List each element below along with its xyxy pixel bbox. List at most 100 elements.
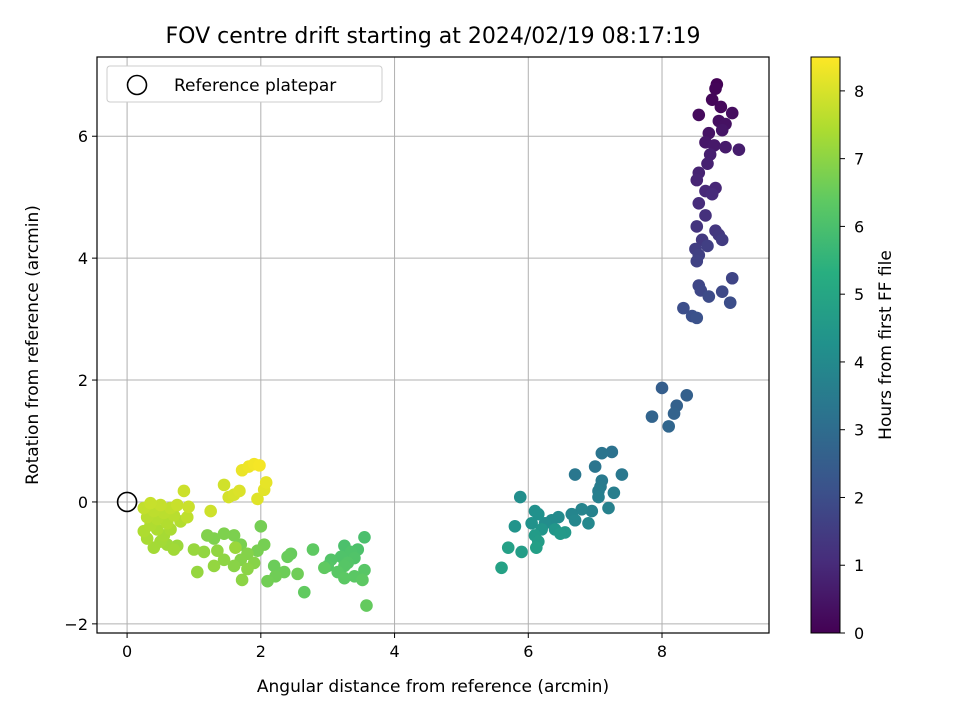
data-point	[261, 574, 274, 588]
y-tick-label: 4	[78, 249, 88, 268]
data-point	[568, 468, 582, 481]
data-point	[229, 541, 242, 554]
data-point	[233, 484, 246, 498]
colorbar-tick-label: 7	[854, 150, 864, 169]
data-point	[251, 544, 264, 558]
colorbar-tick-label: 0	[854, 624, 864, 643]
data-point	[568, 513, 582, 527]
data-point	[170, 498, 184, 512]
data-point	[525, 516, 538, 530]
data-point	[667, 407, 681, 420]
data-point	[251, 492, 264, 506]
colorbar: 0 1 2 3 4 5 6 7 8 Hours from first FF file	[810, 56, 896, 643]
data-point	[532, 507, 545, 521]
colorbar-ticks: 0 1 2 3 4 5 6 7 8	[840, 82, 864, 643]
data-point	[690, 220, 704, 233]
data-point	[356, 573, 369, 587]
y-tick-label: −2	[64, 615, 88, 634]
data-point	[709, 82, 722, 95]
data-point	[699, 209, 712, 222]
data-point	[217, 553, 231, 567]
x-tick-label: 0	[122, 642, 132, 661]
data-point	[204, 504, 217, 518]
data-point	[259, 476, 273, 489]
data-point	[495, 561, 508, 575]
data-point	[360, 599, 373, 612]
data-point	[201, 529, 214, 542]
data-point	[180, 510, 194, 524]
colorbar-tick-label: 3	[854, 421, 864, 440]
data-point	[592, 490, 605, 504]
y-tick-label: 6	[78, 127, 88, 146]
data-point	[575, 502, 589, 516]
x-tick-label: 8	[657, 642, 667, 661]
data-point	[513, 490, 527, 504]
data-point	[702, 290, 716, 303]
data-point	[677, 301, 690, 315]
data-point	[582, 516, 595, 530]
x-axis-ticks: 0 2 4 6 8	[122, 633, 667, 661]
data-point	[692, 108, 706, 122]
data-point	[267, 559, 281, 573]
data-point	[338, 571, 351, 585]
data-point	[515, 545, 528, 559]
legend-box	[106, 65, 383, 103]
data-point	[147, 541, 161, 554]
colorbar-gradient	[810, 56, 841, 634]
data-point	[701, 157, 714, 170]
colorbar-tick-label: 1	[854, 556, 864, 575]
data-point	[358, 563, 371, 577]
legend-entry-label: Reference platepar	[174, 76, 336, 96]
data-point	[235, 573, 249, 587]
data-point	[281, 550, 294, 564]
data-point	[714, 100, 728, 114]
data-point	[680, 388, 694, 402]
y-axis-ticks: −2 0 2 4 6	[64, 127, 97, 634]
colorbar-label: Hours from first FF file	[876, 250, 896, 440]
data-point	[690, 254, 704, 268]
data-point	[723, 296, 737, 309]
data-point	[588, 460, 602, 473]
data-point	[605, 445, 619, 459]
data-point	[655, 381, 669, 395]
data-point	[217, 527, 231, 540]
data-point	[692, 196, 706, 210]
data-point	[705, 187, 719, 201]
data-point	[154, 498, 167, 512]
data-point	[690, 311, 704, 325]
data-point	[187, 543, 201, 556]
data-point	[190, 565, 204, 579]
y-tick-label: 2	[78, 371, 88, 390]
data-point	[167, 543, 181, 556]
grid-lines	[97, 57, 769, 633]
data-point	[607, 486, 621, 500]
data-point	[554, 527, 567, 540]
x-tick-label: 2	[256, 642, 266, 661]
data-point	[595, 446, 609, 460]
data-point	[719, 140, 732, 154]
data-point	[602, 501, 615, 515]
data-point	[253, 459, 266, 472]
data-point	[177, 484, 191, 498]
colorbar-tick-label: 6	[854, 217, 864, 236]
y-tick-label: 0	[78, 493, 88, 512]
data-point	[318, 561, 331, 575]
colorbar-tick-label: 2	[854, 488, 864, 507]
chart-title: FOV centre drift starting at 2024/02/19 …	[166, 24, 701, 49]
reference-point-marker	[116, 491, 138, 513]
data-point	[241, 562, 254, 576]
data-point	[306, 543, 320, 556]
legend-marker	[126, 74, 148, 96]
data-point	[501, 541, 515, 554]
data-point	[715, 123, 729, 137]
data-point	[715, 285, 729, 298]
x-axis-label: Angular distance from reference (arcmin)	[257, 677, 609, 697]
colorbar-tick-label: 5	[854, 285, 864, 304]
data-point	[227, 529, 241, 542]
data-point	[508, 520, 522, 533]
data-point	[701, 239, 714, 253]
data-points	[137, 78, 746, 612]
data-point	[217, 478, 231, 492]
data-point	[705, 93, 719, 106]
